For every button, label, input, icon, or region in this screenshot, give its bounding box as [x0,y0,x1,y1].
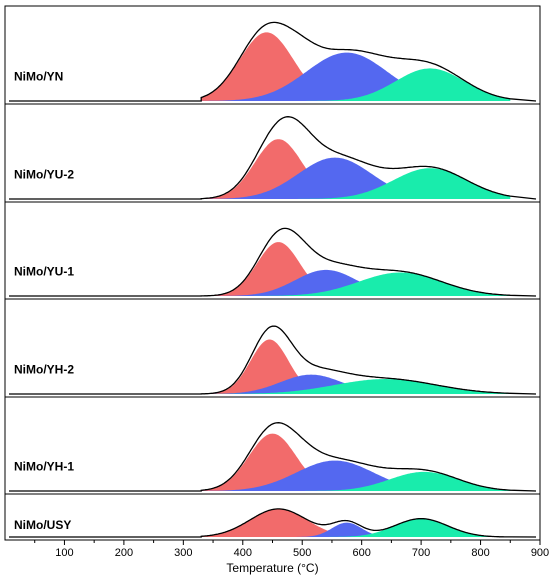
panel-5: NiMo/YH-1 [4,396,541,495]
peak-2-area [201,522,511,537]
peak-3-area [201,379,511,394]
panel-label: NiMo/YU-2 [14,167,74,181]
peak-3-area [201,471,511,491]
x-tick-label: 500 [293,547,311,559]
peak-3-area [201,168,511,199]
envelope-curve [9,508,537,538]
x-axis: 100 200 300 400 500 600 700 800 900 [34,540,549,559]
panel-label: NiMo/YH-1 [14,460,74,474]
peak-1-area [201,139,511,199]
peak-3-area [201,272,511,296]
peak-3-area [201,68,511,101]
panel-3: NiMo/YU-1 [4,201,541,300]
peak-3-area [201,518,511,537]
envelope-curve [9,325,537,395]
peak-2-area [201,157,511,199]
peak-1-area [201,242,511,296]
x-tick-label: 100 [55,547,73,559]
x-tick-label: 700 [412,547,430,559]
panel-2: NiMo/YU-2 [4,103,541,203]
peak-1-area [201,32,511,101]
x-tick-label: 600 [352,547,370,559]
peak-2-area [201,460,511,491]
panel-label: NiMo/YN [14,69,63,83]
panel-4: NiMo/YH-2 [4,298,541,398]
panel-label: NiMo/YH-2 [14,362,74,376]
peak-1-area [201,508,511,537]
panel-label: NiMo/USY [14,518,71,532]
envelope-curve [9,227,537,297]
peak-1-area [201,433,511,491]
panels-group: NiMo/YN NiMo/YU-2 NiMo/YU-1 NiMo/YH-2 NiMo/Y… [4,5,541,541]
peak-1-area [201,339,511,394]
envelope-curve [9,116,537,200]
x-tick-label: 900 [531,547,549,559]
x-axis-title: Temperature (°C) [226,561,318,575]
x-tick-label: 800 [471,547,489,559]
peak-2-area [201,374,511,394]
x-tick-label: 400 [234,547,252,559]
envelope-curve [9,422,537,492]
panel-6: NiMo/USY [4,493,541,541]
panel-label: NiMo/YU-1 [14,265,74,279]
peak-2-area [201,52,511,101]
envelope-curve [9,21,537,102]
panel-1: NiMo/YN [4,5,541,105]
x-tick-label: 200 [115,547,133,559]
x-tick-label: 300 [174,547,192,559]
